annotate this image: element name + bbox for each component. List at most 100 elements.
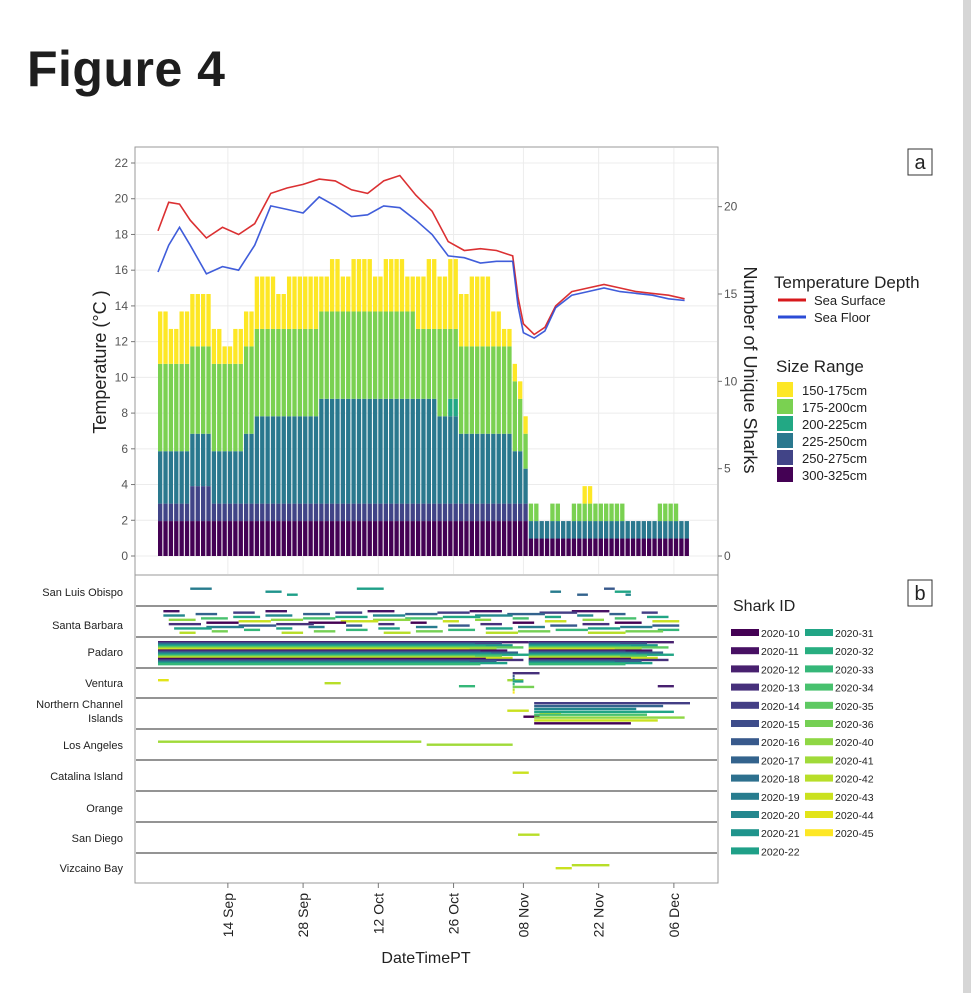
bar-61-250-275cm: [480, 503, 485, 522]
detection-1-0-9-4: [168, 622, 201, 626]
y-right-tick-label-15: 15: [724, 287, 738, 301]
bar-58-250-275cm: [464, 503, 469, 522]
bar-11-250-275cm: [211, 503, 217, 522]
bar-35-225-250cm: [340, 398, 346, 504]
scrollbar-edge: [963, 0, 971, 993]
figure-title: Figure 4: [27, 41, 226, 97]
bar-2-250-275cm: [163, 503, 168, 522]
legend-label-sea-floor: Sea Floor: [814, 310, 871, 325]
bar-92-300-325cm: [647, 538, 652, 556]
bar-87-225-250cm: [620, 521, 625, 539]
bar-16-150-175cm: [238, 328, 243, 364]
bar-32-250-275cm: [324, 503, 329, 522]
bar-88-225-250cm: [625, 521, 630, 539]
bar-1-300-325cm: [158, 521, 163, 556]
bar-51-300-325cm: [426, 521, 432, 556]
region-label-northern-channel-islands-line1: Northern Channel: [36, 699, 123, 711]
temperature-legend-title: Temperature Depth: [774, 273, 920, 292]
bar-22-150-175cm: [270, 276, 276, 329]
bar-57-250-275cm: [458, 503, 464, 522]
shark-key-2020-11: [731, 647, 759, 655]
region-rows: San Luis Obispo Santa Barbara Padaro Ventur…: [36, 587, 717, 875]
bar-59-150-175cm: [469, 276, 474, 347]
detection-0-3: [356, 587, 384, 590]
bar-8-250-275cm: [195, 486, 200, 522]
shark-label-2020-15: 2020-15: [761, 719, 800, 731]
bar-63-175-200cm: [491, 346, 496, 434]
bar-53-300-325cm: [437, 521, 442, 556]
y-axis-right-title: Number of Unique Sharks: [740, 266, 760, 473]
detection-3-5: [657, 685, 674, 688]
bar-22-225-250cm: [270, 416, 276, 504]
shark-key-2020-13: [731, 683, 759, 691]
bar-94-300-325cm: [657, 538, 663, 556]
bar-56-300-325cm: [453, 521, 458, 556]
detection-4-3-6: [534, 719, 658, 722]
bar-16-250-275cm: [238, 503, 243, 522]
bar-6-300-325cm: [184, 521, 190, 556]
bar-89-225-250cm: [630, 521, 636, 539]
detection-1-0-0-4: [571, 610, 610, 613]
bar-61-175-200cm: [480, 346, 485, 434]
bar-13-225-250cm: [222, 451, 227, 504]
bar-40-225-250cm: [367, 398, 372, 504]
panel-a-label-box: [907, 148, 933, 176]
bar-8-300-325cm: [195, 521, 200, 556]
bar-62-300-325cm: [485, 521, 491, 556]
detection-3-1: [324, 682, 341, 685]
bar-50-175-200cm: [421, 328, 426, 399]
shark-key-2020-14: [731, 701, 759, 709]
detection-1-0-11-2: [620, 625, 653, 629]
shark-label-2020-32: 2020-32: [835, 646, 874, 658]
bar-66-150-175cm: [507, 328, 512, 347]
detection-1-0-8-3: [512, 621, 535, 624]
y-right-tick-label-5: 5: [724, 462, 731, 476]
bar-70-175-200cm: [528, 503, 534, 522]
bar-36-175-200cm: [346, 311, 351, 399]
bar-87-300-325cm: [620, 538, 625, 556]
bar-69-225-250cm: [523, 468, 528, 504]
detection-1-0-13-4: [448, 628, 476, 632]
bar-20-150-175cm: [260, 276, 265, 329]
bar-60-150-175cm: [475, 276, 480, 347]
bar-29-250-275cm: [308, 503, 313, 522]
detection-3-4-0: [512, 672, 540, 675]
bar-15-250-275cm: [233, 503, 238, 522]
bar-69-150-175cm: [523, 416, 528, 434]
shark-key-2020-10: [731, 629, 759, 636]
y-tick-label-18: 18: [115, 227, 129, 241]
bar-24-225-250cm: [281, 416, 286, 504]
bar-9-225-250cm: [200, 433, 206, 487]
bar-58-175-200cm: [464, 346, 469, 434]
x-tick-label-4: 08 Nov: [515, 893, 531, 937]
bar-58-225-250cm: [464, 433, 469, 504]
bar-94-225-250cm: [657, 521, 663, 539]
region-label-san-luis-obispo: San Luis Obispo: [42, 587, 123, 599]
bar-12-250-275cm: [217, 503, 222, 522]
bar-40-150-175cm: [367, 259, 372, 312]
region-label-catalina-island: Catalina Island: [50, 771, 123, 783]
shark-label-2020-45: 2020-45: [835, 828, 874, 840]
bar-44-150-175cm: [389, 259, 394, 312]
bar-50-250-275cm: [421, 503, 426, 522]
detection-1-0-14-4: [518, 630, 551, 633]
shark-key-2020-35: [805, 701, 833, 709]
bar-32-150-175cm: [324, 276, 329, 312]
bar-66-250-275cm: [507, 503, 512, 522]
bar-14-300-325cm: [227, 521, 233, 556]
bar-49-175-200cm: [415, 328, 421, 399]
bar-13-300-325cm: [222, 521, 227, 556]
detection-3-4-5: [512, 685, 535, 689]
detection-1-0-5-2: [200, 617, 228, 620]
y-right-tick-label-10: 10: [724, 374, 738, 388]
bar-40-175-200cm: [367, 311, 372, 399]
bar-74-225-250cm: [550, 521, 555, 539]
bar-59-225-250cm: [469, 433, 474, 504]
bar-77-300-325cm: [566, 538, 571, 556]
bar-80-300-325cm: [582, 538, 587, 556]
bar-23-175-200cm: [276, 328, 281, 417]
bar-98-225-250cm: [679, 521, 684, 539]
bar-20-300-325cm: [260, 521, 265, 556]
bar-25-300-325cm: [286, 521, 292, 556]
bar-15-150-175cm: [233, 328, 238, 364]
